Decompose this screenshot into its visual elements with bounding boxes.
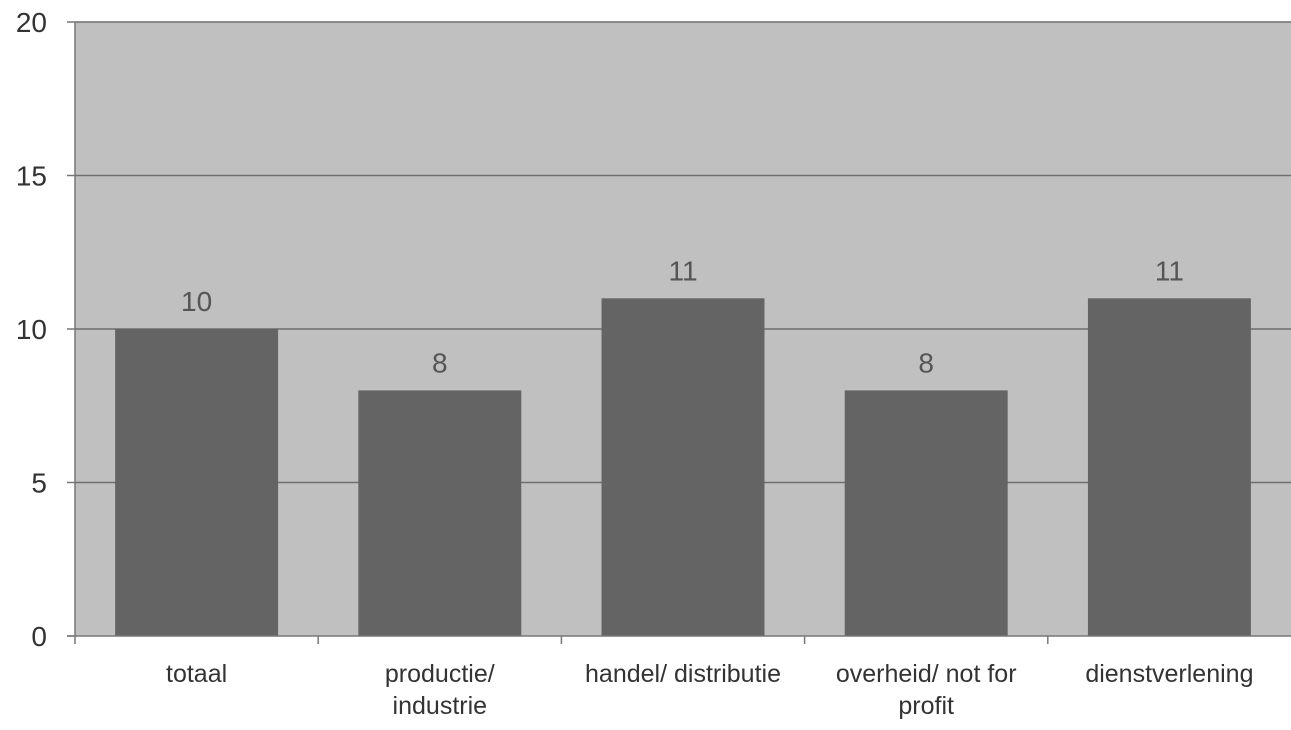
bar-2 — [601, 298, 765, 636]
x-axis-tick-labels: totaal productie/industrie handel/ distrib… — [166, 636, 1253, 720]
y-tick-label-10: 10 — [16, 314, 47, 345]
x-tick-label-0: totaal — [166, 660, 227, 688]
bars — [115, 298, 1251, 636]
bar-3 — [844, 390, 1008, 636]
x-tick-label-line: dienstverlening — [1085, 660, 1253, 688]
x-tick-label-line: productie/ — [385, 660, 495, 688]
x-tick-label-line: totaal — [166, 660, 227, 688]
data-label-0: 10 — [181, 286, 212, 317]
bar-0 — [115, 329, 279, 636]
x-tick-label-line: profit — [898, 692, 954, 720]
y-axis-tick-labels: 0 5 10 15 20 — [16, 7, 75, 652]
x-tick-label-line: handel/ distributie — [585, 660, 781, 688]
x-tick-label-2: handel/ distributie — [585, 660, 781, 688]
x-tick-label-line: overheid/ not for — [836, 660, 1017, 688]
y-tick-label-15: 15 — [16, 161, 47, 192]
x-tick-label-4: dienstverlening — [1085, 660, 1253, 688]
y-tick-label-0: 0 — [31, 621, 47, 652]
data-label-2: 11 — [668, 255, 697, 286]
y-tick-label-5: 5 — [31, 468, 47, 499]
bar-1 — [358, 390, 522, 636]
y-tick-label-20: 20 — [16, 7, 47, 38]
data-label-1: 8 — [432, 347, 448, 378]
axes — [67, 22, 1291, 644]
data-label-4: 11 — [1155, 255, 1184, 286]
x-tick-label-1: productie/industrie — [385, 660, 495, 720]
data-label-3: 8 — [918, 347, 934, 378]
bar-4 — [1087, 298, 1251, 636]
x-tick-label-3: overheid/ not for profit — [836, 660, 1017, 720]
data-labels: 10 8 11 8 11 — [181, 255, 1184, 378]
x-tick-label-line: industrie — [393, 692, 488, 720]
